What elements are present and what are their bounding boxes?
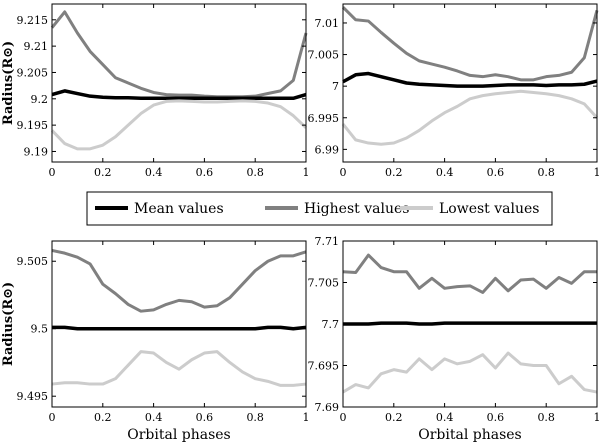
series-highest-line (341, 6, 599, 82)
x-tick-label: 0.8 (246, 166, 264, 179)
legend: Mean values Highest values Lowest values (86, 191, 553, 226)
x-tick-label: 1 (594, 166, 600, 179)
y-tick-label: 7.69 (315, 401, 340, 414)
x-axis-label: Orbital phases (418, 427, 522, 443)
series-lowest-line (51, 350, 307, 387)
series-mean-line (51, 89, 307, 101)
legend-label-lowest: Lowest values (439, 201, 539, 217)
panel-top-left: 0 0.2 0.4 0.6 0.8 1 9.19 9.195 9.2 9.205 9.21 9.215… (1, 3, 310, 179)
panel-bottom-right: 0 0.2 0.4 0.6 0.8 1 7.69 7.695 7.7 7.705 7.71 Orbit… (308, 235, 600, 443)
x-tick-label: 0.4 (145, 166, 163, 179)
y-tick-label: 7.005 (308, 49, 340, 62)
series-lowest-line (341, 89, 599, 146)
x-tick-label: 0.2 (94, 166, 112, 179)
panel-top-right: 0 0.2 0.4 0.6 0.8 1 6.99 6.995 7 7.005 7.01 (308, 3, 600, 179)
y-tick-label: 7.705 (308, 277, 340, 290)
legend-label-mean: Mean values (134, 201, 224, 217)
y-tick-label: 9.205 (17, 66, 49, 79)
x-tick-label: 1 (594, 411, 600, 424)
x-tick-label: 0.2 (385, 166, 403, 179)
x-tick-label: 0.4 (436, 411, 454, 424)
x-tick-label: 0.6 (487, 166, 505, 179)
series-lowest-line (50, 99, 308, 151)
y-tick-label: 7.01 (315, 17, 340, 30)
x-tick-label: 0.6 (196, 166, 214, 179)
x-tick-label: 0.4 (145, 411, 163, 424)
legend-box (86, 191, 553, 226)
x-tick-label: 0.6 (196, 411, 214, 424)
y-tick-label: 7 (332, 80, 339, 93)
x-tick-label: 0 (49, 166, 56, 179)
y-axis-label: Radius(R⊙) (1, 41, 16, 125)
series-highest-line (51, 248, 307, 313)
x-axis-label: Orbital phases (127, 427, 231, 443)
y-tick-label: 9.2 (31, 93, 49, 106)
legend-label-highest: Highest values (304, 201, 409, 217)
y-tick-label: 6.99 (315, 143, 340, 156)
x-tick-label: 0.8 (246, 411, 264, 424)
x-tick-label: 0.2 (94, 411, 112, 424)
series-highest-line (50, 10, 308, 99)
x-tick-label: 0 (340, 166, 347, 179)
x-tick-label: 0 (49, 411, 56, 424)
x-tick-label: 0 (340, 411, 347, 424)
x-tick-label: 0.6 (487, 411, 505, 424)
series-mean-line (342, 71, 598, 88)
series-lowest-line (342, 351, 598, 394)
y-tick-label: 7.695 (308, 360, 340, 373)
series-mean-line (52, 325, 307, 331)
y-tick-label: 9.5 (31, 323, 49, 336)
y-tick-label: 9.21 (24, 40, 49, 53)
axes-frame (342, 3, 598, 163)
panels: 0 0.2 0.4 0.6 0.8 1 9.19 9.195 9.2 9.205 9.21 9.215… (1, 3, 600, 443)
series-highest-line (342, 253, 597, 294)
x-tick-label: 0.2 (385, 411, 403, 424)
x-tick-label: 0.4 (436, 166, 454, 179)
panel-bottom-left: 0 0.2 0.4 0.6 0.8 1 9.495 9.5 9.505 Radius(R⊙) Orb… (1, 240, 310, 443)
y-axis-label: Radius(R⊙) (1, 282, 16, 366)
x-tick-label: 1 (303, 411, 310, 424)
y-tick-label: 9.19 (24, 145, 49, 158)
axes-frame (51, 3, 307, 163)
y-tick-label: 9.215 (17, 14, 49, 27)
y-tick-label: 7.71 (315, 235, 340, 248)
y-tick-label: 6.995 (308, 112, 340, 125)
x-tick-label: 1 (303, 166, 310, 179)
y-tick-label: 9.495 (17, 390, 49, 403)
y-tick-label: 9.505 (17, 255, 49, 268)
x-tick-label: 0.8 (537, 411, 555, 424)
x-tick-label: 0.8 (537, 166, 555, 179)
y-tick-label: 7.7 (322, 318, 340, 331)
axes-frame (51, 240, 307, 408)
series-mean-line (343, 321, 597, 326)
y-tick-label: 9.195 (17, 119, 49, 132)
